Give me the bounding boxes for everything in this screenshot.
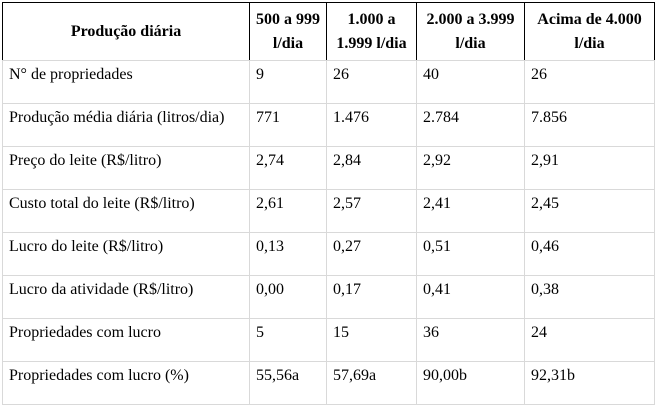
data-cell: 5 — [249, 318, 327, 362]
data-cell: 0,17 — [326, 275, 417, 319]
data-cell: 0,41 — [416, 275, 525, 319]
row-label: Propriedades com lucro (%) — [2, 361, 250, 405]
data-cell: 92,31b — [524, 361, 655, 405]
data-cell: 2,74 — [249, 146, 327, 190]
data-cell: 15 — [326, 318, 417, 362]
data-cell: 771 — [249, 103, 327, 147]
data-cell: 26 — [524, 60, 655, 104]
data-cell: 7.856 — [524, 103, 655, 147]
row-label: Lucro do leite (R$/litro) — [2, 232, 250, 276]
data-cell: 2,61 — [249, 189, 327, 233]
table-row: Lucro da atividade (R$/litro) 0,00 0,17 … — [2, 275, 655, 319]
data-cell: 36 — [416, 318, 525, 362]
header-corner-cell: Produção diária — [2, 2, 250, 61]
data-cell: 26 — [326, 60, 417, 104]
table-row: Propriedades com lucro 5 15 36 24 — [2, 318, 655, 362]
data-cell: 40 — [416, 60, 525, 104]
header-row: Produção diária 500 a 999 l/dia 1.000 a … — [2, 2, 655, 61]
data-cell: 0,27 — [326, 232, 417, 276]
row-label: Lucro da atividade (R$/litro) — [2, 275, 250, 319]
data-cell: 55,56a — [249, 361, 327, 405]
data-cell: 2,41 — [416, 189, 525, 233]
column-header-acima-4000: Acima de 4.000 l/dia — [524, 2, 655, 61]
column-header-2000-3999: 2.000 a 3.999 l/dia — [416, 2, 525, 61]
data-cell: 90,00b — [416, 361, 525, 405]
table-row: Produção média diária (litros/dia) 771 1… — [2, 103, 655, 147]
row-label: Custo total do leite (R$/litro) — [2, 189, 250, 233]
table-row: N° de propriedades 9 26 40 26 — [2, 60, 655, 104]
row-label: Produção média diária (litros/dia) — [2, 103, 250, 147]
data-cell: 0,38 — [524, 275, 655, 319]
milk-production-table: Produção diária 500 a 999 l/dia 1.000 a … — [2, 2, 655, 405]
data-cell: 0,00 — [249, 275, 327, 319]
column-header-500-999: 500 a 999 l/dia — [249, 2, 327, 61]
table-row: Propriedades com lucro (%) 55,56a 57,69a… — [2, 361, 655, 405]
data-cell: 2,91 — [524, 146, 655, 190]
table-row: Preço do leite (R$/litro) 2,74 2,84 2,92… — [2, 146, 655, 190]
data-cell: 57,69a — [326, 361, 417, 405]
data-cell: 2,57 — [326, 189, 417, 233]
row-label: Propriedades com lucro — [2, 318, 250, 362]
data-cell: 0,46 — [524, 232, 655, 276]
data-cell: 2,45 — [524, 189, 655, 233]
column-header-1000-1999: 1.000 a 1.999 l/dia — [326, 2, 417, 61]
data-cell: 1.476 — [326, 103, 417, 147]
data-cell: 2,92 — [416, 146, 525, 190]
row-label: N° de propriedades — [2, 60, 250, 104]
data-cell: 0,13 — [249, 232, 327, 276]
table-row: Lucro do leite (R$/litro) 0,13 0,27 0,51… — [2, 232, 655, 276]
data-cell: 24 — [524, 318, 655, 362]
row-label: Preço do leite (R$/litro) — [2, 146, 250, 190]
table-row: Custo total do leite (R$/litro) 2,61 2,5… — [2, 189, 655, 233]
data-cell: 2,84 — [326, 146, 417, 190]
data-cell: 9 — [249, 60, 327, 104]
data-cell: 0,51 — [416, 232, 525, 276]
data-cell: 2.784 — [416, 103, 525, 147]
